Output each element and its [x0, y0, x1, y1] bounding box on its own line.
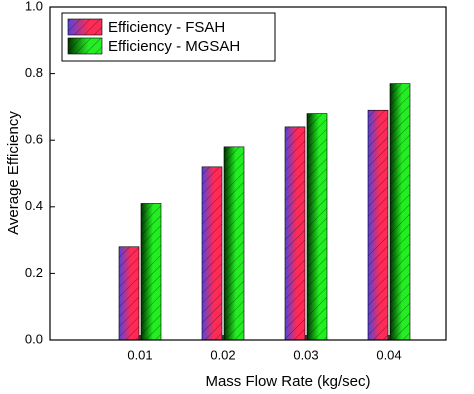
- y-axis-label: Average Efficiency: [5, 111, 22, 235]
- x-tick-label: 0.04: [376, 347, 401, 362]
- bar-hatch: [141, 203, 161, 340]
- y-tick-label: 0.4: [25, 198, 43, 213]
- bar-hatch: [119, 246, 139, 340]
- x-tick-label: 0.01: [127, 347, 152, 362]
- legend-label: Efficiency - FSAH: [108, 19, 225, 36]
- bar-hatch: [368, 110, 388, 340]
- legend-swatch-hatch: [68, 38, 102, 54]
- legend-label: Efficiency - MGSAH: [108, 38, 240, 55]
- y-tick-label: 0.6: [25, 132, 43, 147]
- x-tick-label: 0.02: [210, 347, 235, 362]
- x-axis-label: Mass Flow Rate (kg/sec): [205, 373, 370, 390]
- legend-swatch-hatch: [68, 19, 102, 35]
- bar-hatch: [224, 146, 244, 340]
- plot-frame: [49, 6, 447, 341]
- x-tick-label: 0.03: [293, 347, 318, 362]
- bar-hatch: [285, 126, 305, 340]
- bar-hatch: [307, 113, 327, 340]
- y-tick-label: 0.8: [25, 65, 43, 80]
- bar-hatch: [390, 83, 410, 340]
- bar-hatch: [202, 166, 222, 340]
- y-tick-label: 1.0: [25, 0, 43, 13]
- y-tick-label: 0.2: [25, 265, 43, 280]
- y-tick-label: 0.0: [25, 331, 43, 346]
